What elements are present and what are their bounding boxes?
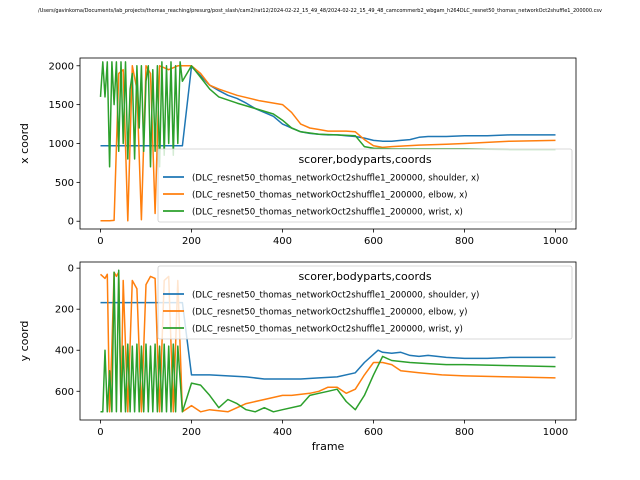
- y-tick-label: 400: [55, 346, 74, 357]
- axes-frame: [79, 261, 577, 421]
- y-tick-label: 600: [55, 387, 74, 398]
- legend: scorer,bodyparts,coords (DLC_resnet50_tho…: [157, 148, 573, 223]
- y-tick-label: 500: [55, 178, 74, 189]
- legend-entry-3: (DLC_resnet50_thomas_networkOct2shuffle1…: [192, 325, 463, 335]
- x-tick-label: 1000: [543, 236, 568, 247]
- legend-entry-1: (DLC_resnet50_thomas_networkOct2shuffle1…: [192, 291, 479, 301]
- y-tick-label: 2000: [49, 61, 74, 72]
- series-group: [99, 269, 556, 413]
- chart-panel-2: 0 200 400 600 800 1000 0 200 400 600 y coord frame s…: [18, 261, 577, 453]
- y-tick-label: 0: [68, 264, 74, 275]
- x-tick-label: 400: [273, 427, 292, 438]
- figure-title: /Users/gavinkoma/Documents/lab_projects/…: [38, 8, 602, 14]
- y-tick-label: 1500: [49, 100, 74, 111]
- legend-entry-1: (DLC_resnet50_thomas_networkOct2shuffle1…: [192, 174, 479, 184]
- y-axis-label: y coord: [18, 321, 31, 362]
- legend-title: scorer,bodyparts,coords: [298, 153, 431, 166]
- y-tick-label: 0: [68, 217, 74, 228]
- x-tick-label: 1000: [543, 427, 568, 438]
- legend-entry-2: (DLC_resnet50_thomas_networkOct2shuffle1…: [192, 308, 468, 318]
- x-tick-label: 800: [455, 427, 474, 438]
- x-tick-label: 0: [97, 236, 103, 247]
- x-axis-label: frame: [312, 440, 345, 453]
- legend-box: [157, 265, 573, 340]
- legend-box: [157, 148, 573, 223]
- legend: scorer,bodyparts,coords (DLC_resnet50_tho…: [157, 265, 573, 340]
- x-tick-label: 200: [182, 427, 201, 438]
- x-tick-label: 0: [97, 427, 103, 438]
- y-tick-label: 1000: [49, 139, 74, 150]
- legend-entry-3: (DLC_resnet50_thomas_networkOct2shuffle1…: [192, 208, 463, 218]
- x-tick-label: 200: [182, 236, 201, 247]
- y-tick-label: 200: [55, 305, 74, 316]
- legend-title: scorer,bodyparts,coords: [298, 270, 431, 283]
- x-tick-label: 400: [273, 236, 292, 247]
- series-line-3: [100, 269, 556, 413]
- legend-entry-2: (DLC_resnet50_thomas_networkOct2shuffle1…: [192, 191, 468, 201]
- x-tick-label: 800: [455, 236, 474, 247]
- x-tick-label: 600: [364, 236, 383, 247]
- y-axis-label: x coord: [18, 123, 31, 164]
- x-tick-label: 600: [364, 427, 383, 438]
- chart-panel-1: 0 200 400 600 800 1000 0 500 1000 1500 2000 x coord…: [18, 57, 577, 247]
- series-line-2: [100, 65, 556, 222]
- series-line-1: [100, 301, 556, 380]
